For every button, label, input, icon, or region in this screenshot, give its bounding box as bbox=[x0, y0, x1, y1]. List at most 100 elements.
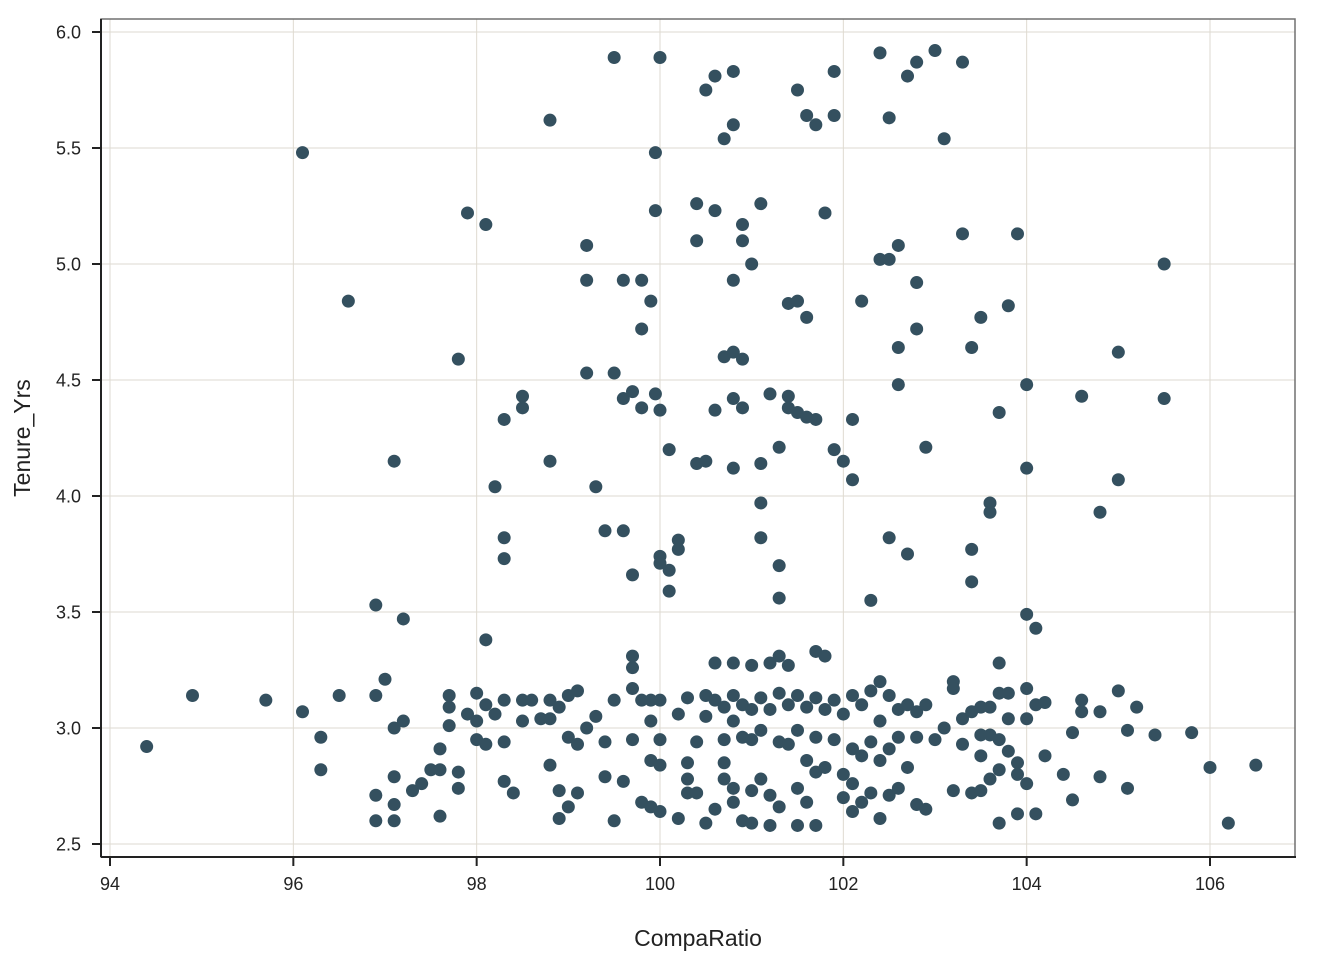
data-point bbox=[809, 691, 823, 705]
data-point bbox=[974, 700, 988, 714]
data-point bbox=[772, 559, 786, 573]
data-point bbox=[846, 473, 859, 487]
data-point bbox=[717, 700, 731, 714]
data-point bbox=[745, 816, 759, 830]
data-point bbox=[1020, 461, 1034, 475]
data-point bbox=[992, 816, 1006, 830]
data-point bbox=[681, 756, 694, 770]
data-point bbox=[800, 700, 814, 714]
data-point bbox=[626, 649, 639, 663]
data-point bbox=[800, 109, 814, 123]
data-point bbox=[736, 352, 749, 366]
data-point bbox=[919, 802, 933, 816]
data-point bbox=[635, 693, 649, 707]
data-point bbox=[873, 675, 887, 689]
data-point bbox=[470, 686, 484, 700]
data-point bbox=[726, 714, 740, 728]
data-point bbox=[259, 693, 273, 707]
data-point bbox=[745, 658, 759, 672]
data-point bbox=[1056, 767, 1070, 781]
data-point bbox=[901, 547, 914, 561]
data-point bbox=[763, 387, 777, 401]
data-point bbox=[717, 733, 731, 747]
data-point bbox=[836, 791, 850, 805]
data-point bbox=[607, 693, 621, 707]
data-point bbox=[488, 480, 502, 494]
data-point bbox=[406, 784, 419, 798]
data-point bbox=[726, 656, 740, 670]
data-point bbox=[1093, 705, 1107, 719]
data-point bbox=[314, 763, 328, 777]
panel-border bbox=[100, 18, 1296, 858]
data-point bbox=[736, 218, 749, 232]
data-point bbox=[690, 735, 704, 749]
data-point bbox=[442, 689, 456, 703]
data-point bbox=[882, 742, 896, 756]
data-point bbox=[497, 552, 511, 566]
data-point bbox=[1221, 816, 1235, 830]
data-point bbox=[396, 714, 410, 728]
data-point bbox=[635, 322, 649, 336]
data-point bbox=[992, 656, 1006, 670]
data-point bbox=[827, 64, 841, 78]
data-point bbox=[626, 568, 639, 582]
data-point bbox=[653, 51, 667, 65]
data-point bbox=[387, 454, 401, 468]
data-point bbox=[369, 788, 383, 802]
data-point bbox=[140, 740, 154, 754]
data-point bbox=[726, 795, 740, 809]
data-points bbox=[140, 44, 1263, 832]
data-point bbox=[516, 714, 529, 728]
data-point bbox=[745, 733, 759, 747]
data-point bbox=[626, 733, 639, 747]
data-point bbox=[332, 689, 346, 703]
y-axis-title: Tenure_Yrs bbox=[9, 379, 35, 497]
data-point bbox=[992, 763, 1006, 777]
x-tick-label: 98 bbox=[467, 874, 487, 894]
data-point bbox=[910, 322, 924, 336]
data-point bbox=[648, 146, 662, 160]
data-point bbox=[754, 531, 768, 545]
data-point bbox=[497, 735, 511, 749]
data-point bbox=[836, 454, 850, 468]
data-point bbox=[1001, 299, 1015, 313]
data-point bbox=[1001, 744, 1015, 758]
data-point bbox=[580, 238, 594, 252]
data-point bbox=[708, 69, 722, 83]
data-point bbox=[671, 811, 685, 825]
data-point bbox=[690, 234, 704, 248]
data-point bbox=[891, 341, 905, 355]
data-point bbox=[589, 709, 603, 723]
data-point bbox=[387, 798, 401, 812]
data-point bbox=[653, 733, 667, 747]
data-point bbox=[341, 294, 355, 308]
data-point bbox=[1066, 793, 1079, 807]
x-axis-title: CompaRatio bbox=[634, 925, 762, 951]
data-point bbox=[836, 767, 850, 781]
data-point bbox=[791, 294, 804, 308]
data-point bbox=[442, 700, 456, 714]
data-point bbox=[827, 109, 841, 123]
y-tick-label: 4.0 bbox=[56, 487, 81, 507]
data-point bbox=[479, 737, 493, 751]
data-point bbox=[983, 772, 997, 786]
data-point bbox=[1130, 700, 1144, 714]
data-point bbox=[525, 693, 539, 707]
data-point bbox=[1075, 693, 1089, 707]
data-point bbox=[818, 206, 832, 220]
data-point bbox=[763, 702, 777, 716]
data-point bbox=[717, 772, 731, 786]
data-point bbox=[296, 705, 309, 719]
data-point bbox=[186, 689, 199, 703]
data-point bbox=[910, 730, 924, 744]
data-point bbox=[992, 733, 1006, 747]
data-point bbox=[708, 204, 722, 218]
data-point bbox=[497, 531, 511, 545]
data-point bbox=[571, 737, 584, 751]
data-point bbox=[855, 294, 869, 308]
data-point bbox=[809, 818, 823, 832]
data-point bbox=[818, 702, 832, 716]
data-point bbox=[965, 341, 979, 355]
data-point bbox=[772, 800, 786, 814]
